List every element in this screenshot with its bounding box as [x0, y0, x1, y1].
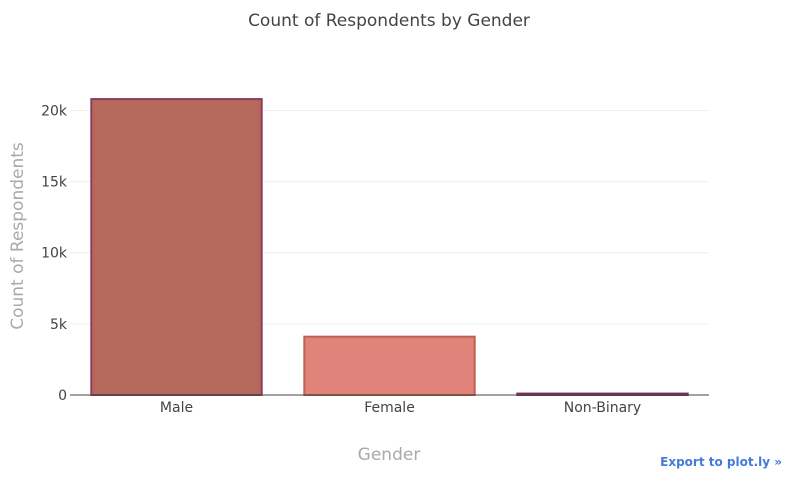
x-tick-label: Male	[160, 400, 193, 416]
y-tick-label: 0	[58, 388, 67, 404]
bar-male[interactable]	[90, 98, 263, 396]
y-axis-ticks: 0 5k 10k 15k 20k	[41, 103, 68, 404]
bar-female[interactable]	[303, 335, 476, 396]
bars	[90, 98, 689, 396]
y-tick-label: 15k	[41, 175, 68, 191]
chart-title: Count of Respondents by Gender	[248, 11, 530, 31]
y-tick-label: 5k	[50, 317, 68, 333]
y-axis-title: Count of Respondents	[8, 142, 28, 330]
y-tick-label: 20k	[41, 103, 68, 119]
x-axis-ticks: Male Female Non-Binary	[160, 400, 641, 416]
x-tick-label: Non-Binary	[564, 400, 641, 416]
x-tick-label: Female	[364, 400, 415, 416]
x-axis-title: Gender	[358, 445, 421, 465]
export-to-plotly-link[interactable]: Export to plot.ly »	[660, 455, 782, 469]
y-tick-label: 10k	[41, 246, 68, 262]
